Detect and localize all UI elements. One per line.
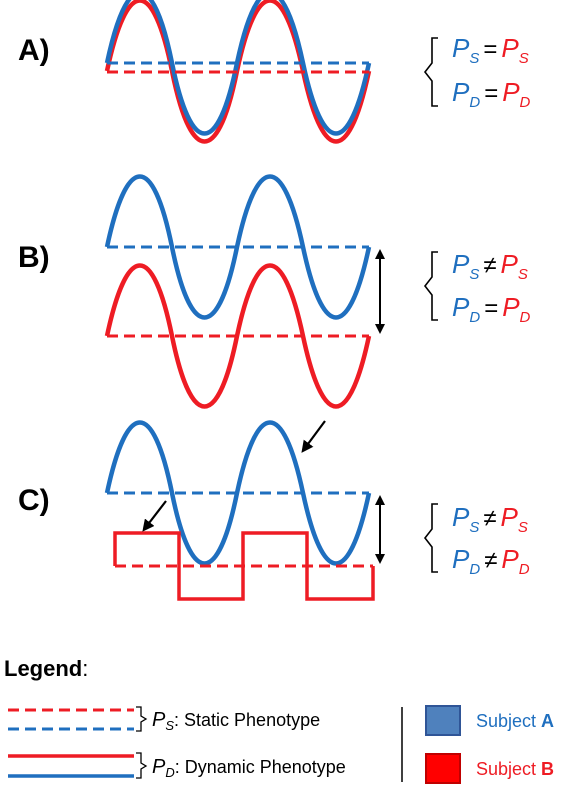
- legend-dynamic-bracket: [136, 752, 148, 779]
- panel-c-label: C): [18, 484, 50, 517]
- panel-b: B) PS ≠ PS PD = PD: [18, 174, 531, 409]
- legend-title: Legend:: [4, 656, 88, 681]
- panel-a: A) PS = PS PD = PD: [18, 0, 531, 144]
- panel-a-static-equation: PS = PS: [452, 33, 529, 67]
- panel-b-label: B): [18, 241, 50, 274]
- panel-a-dynamic-equation: PD = PD: [452, 77, 531, 111]
- legend: Legend: PS: Static Phenotype PD: Dynamic…: [4, 656, 554, 784]
- panel-b-dynamic-equation: PD = PD: [452, 292, 531, 326]
- legend-subject-b-swatch: [425, 753, 461, 784]
- panel-a-brace: [423, 37, 438, 107]
- panel-a-subject-a-dynamic-wave: [104, 0, 372, 136]
- panel-c-brace: [423, 503, 438, 573]
- panel-c-pointer-arrow-square: [142, 500, 167, 532]
- legend-subject-a-swatch: [425, 705, 461, 736]
- panel-b-static-equation: PS ≠ PS: [452, 249, 528, 283]
- panel-c-pointer-arrow-wave: [301, 420, 326, 453]
- legend-subject-a-label: Subject A: [476, 711, 554, 731]
- panel-a-label: A): [18, 34, 50, 67]
- legend-static-label: PS: Static Phenotype: [152, 709, 320, 733]
- legend-static-bracket: [136, 706, 148, 732]
- panel-c: C) PS ≠ PS PD ≠ PD: [18, 420, 530, 601]
- panel-c-dynamic-equation: PD ≠ PD: [452, 544, 530, 578]
- panel-c-static-equation: PS ≠ PS: [452, 502, 528, 536]
- legend-dynamic-label: PD: Dynamic Phenotype: [152, 756, 346, 780]
- legend-subject-b-label: Subject B: [476, 759, 554, 779]
- panel-b-brace: [423, 251, 438, 321]
